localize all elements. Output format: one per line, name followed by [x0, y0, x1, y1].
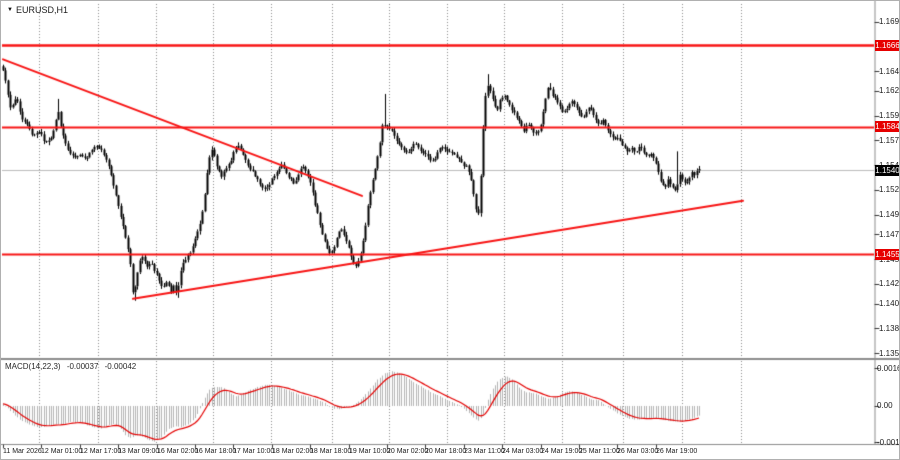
chart-window: ▼ EURUSD,H1 MACD(14,22,3) -0.00037 -0.00… [0, 0, 900, 460]
chart-canvas[interactable] [1, 1, 899, 459]
